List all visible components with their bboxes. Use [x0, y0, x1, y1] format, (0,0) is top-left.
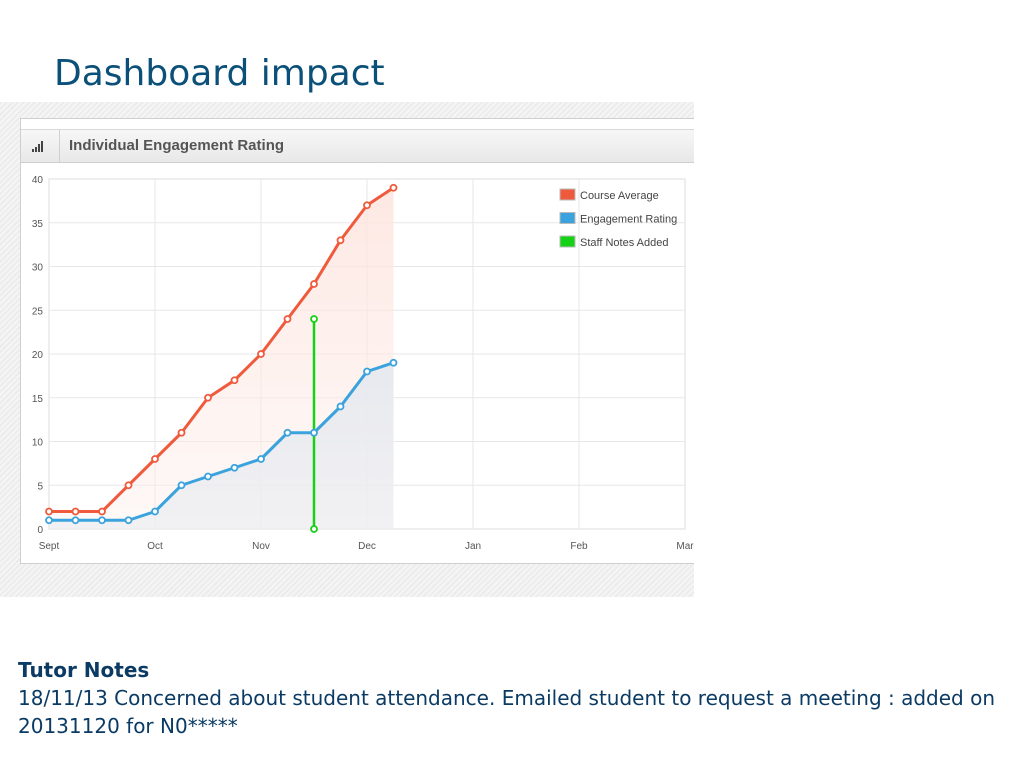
widget-header-icon-box: [21, 130, 60, 162]
x-tick-label: Sept: [39, 541, 60, 552]
data-point-course-average[interactable]: [177, 428, 186, 437]
data-point-engagement-rating[interactable]: [124, 516, 133, 525]
data-point-engagement-rating[interactable]: [177, 481, 186, 490]
x-tick-label: Mar: [676, 541, 694, 552]
legend-swatch-staff-notes-added: [559, 235, 576, 248]
data-point-engagement-rating[interactable]: [363, 367, 371, 376]
data-point-course-average[interactable]: [310, 280, 318, 288]
data-point-course-average[interactable]: [389, 183, 398, 192]
data-point-course-average[interactable]: [283, 315, 292, 323]
legend-swatch-engagement-rating: [559, 212, 576, 224]
data-point-engagement-rating[interactable]: [310, 428, 318, 437]
data-point-course-average[interactable]: [71, 507, 80, 516]
data-point-engagement-rating[interactable]: [98, 516, 106, 525]
widget-title: Individual Engagement Rating: [69, 137, 285, 154]
x-tick-label: Dec: [358, 541, 376, 552]
legend-label-staff-notes-added[interactable]: Staff Notes Added: [580, 237, 668, 249]
data-point-engagement-rating[interactable]: [230, 463, 239, 472]
data-point-course-average[interactable]: [45, 507, 53, 516]
data-point-course-average[interactable]: [363, 201, 371, 210]
data-point-engagement-rating[interactable]: [389, 358, 398, 367]
data-point-course-average[interactable]: [151, 455, 159, 463]
series-area-engagement-rating: [49, 362, 394, 529]
x-tick-label: Nov: [252, 541, 270, 552]
data-point-staff-notes-added[interactable]: [310, 525, 318, 533]
series-line-course-average: [47, 186, 395, 513]
slide-title: Dashboard impact: [54, 53, 385, 94]
widget-header: Individual Engagement Rating: [21, 129, 694, 163]
data-point-engagement-rating[interactable]: [71, 516, 80, 525]
y-tick-label: 15: [32, 394, 44, 405]
y-tick-label: 30: [32, 263, 44, 274]
signal-bars-icon: [32, 141, 43, 152]
y-tick-label: 20: [32, 350, 44, 361]
y-tick-label: 25: [32, 306, 44, 317]
x-tick-label: Feb: [570, 541, 588, 552]
data-point-course-average[interactable]: [230, 376, 239, 385]
legend-label-engagement-rating[interactable]: Engagement Rating: [580, 214, 677, 226]
engagement-widget: Individual Engagement Rating 0 5 10 15 20 25 3…: [20, 118, 694, 564]
x-tick-label: Jan: [465, 541, 481, 552]
y-tick-label: 40: [32, 175, 44, 186]
data-point-engagement-rating[interactable]: [151, 507, 159, 516]
data-point-staff-notes-added[interactable]: [310, 315, 318, 323]
data-point-course-average[interactable]: [124, 481, 133, 490]
series-line-engagement-rating: [47, 361, 395, 522]
data-point-engagement-rating[interactable]: [336, 402, 345, 411]
data-point-engagement-rating[interactable]: [283, 428, 292, 437]
data-point-course-average[interactable]: [98, 507, 106, 516]
data-point-course-average[interactable]: [257, 350, 265, 358]
dashboard-panel: Individual Engagement Rating 0 5 10 15 20 25 3…: [0, 102, 694, 597]
x-tick-label: Oct: [147, 541, 163, 552]
data-point-course-average[interactable]: [204, 393, 212, 402]
data-point-engagement-rating[interactable]: [45, 516, 53, 525]
y-tick-label: 35: [32, 219, 44, 230]
data-point-course-average[interactable]: [336, 236, 345, 245]
tutor-notes-heading: Tutor Notes: [18, 658, 150, 682]
y-tick-label: 10: [32, 438, 44, 449]
y-tick-label: 5: [37, 481, 43, 492]
data-point-engagement-rating[interactable]: [257, 455, 265, 463]
legend-label-course-average[interactable]: Course Average: [580, 190, 659, 202]
legend-swatch-course-average: [559, 188, 576, 201]
tutor-notes: Tutor Notes 18/11/13 Concerned about stu…: [18, 656, 1008, 740]
y-tick-label: 0: [37, 525, 43, 536]
tutor-notes-text: 18/11/13 Concerned about student attenda…: [18, 686, 996, 738]
data-point-engagement-rating[interactable]: [204, 472, 212, 481]
